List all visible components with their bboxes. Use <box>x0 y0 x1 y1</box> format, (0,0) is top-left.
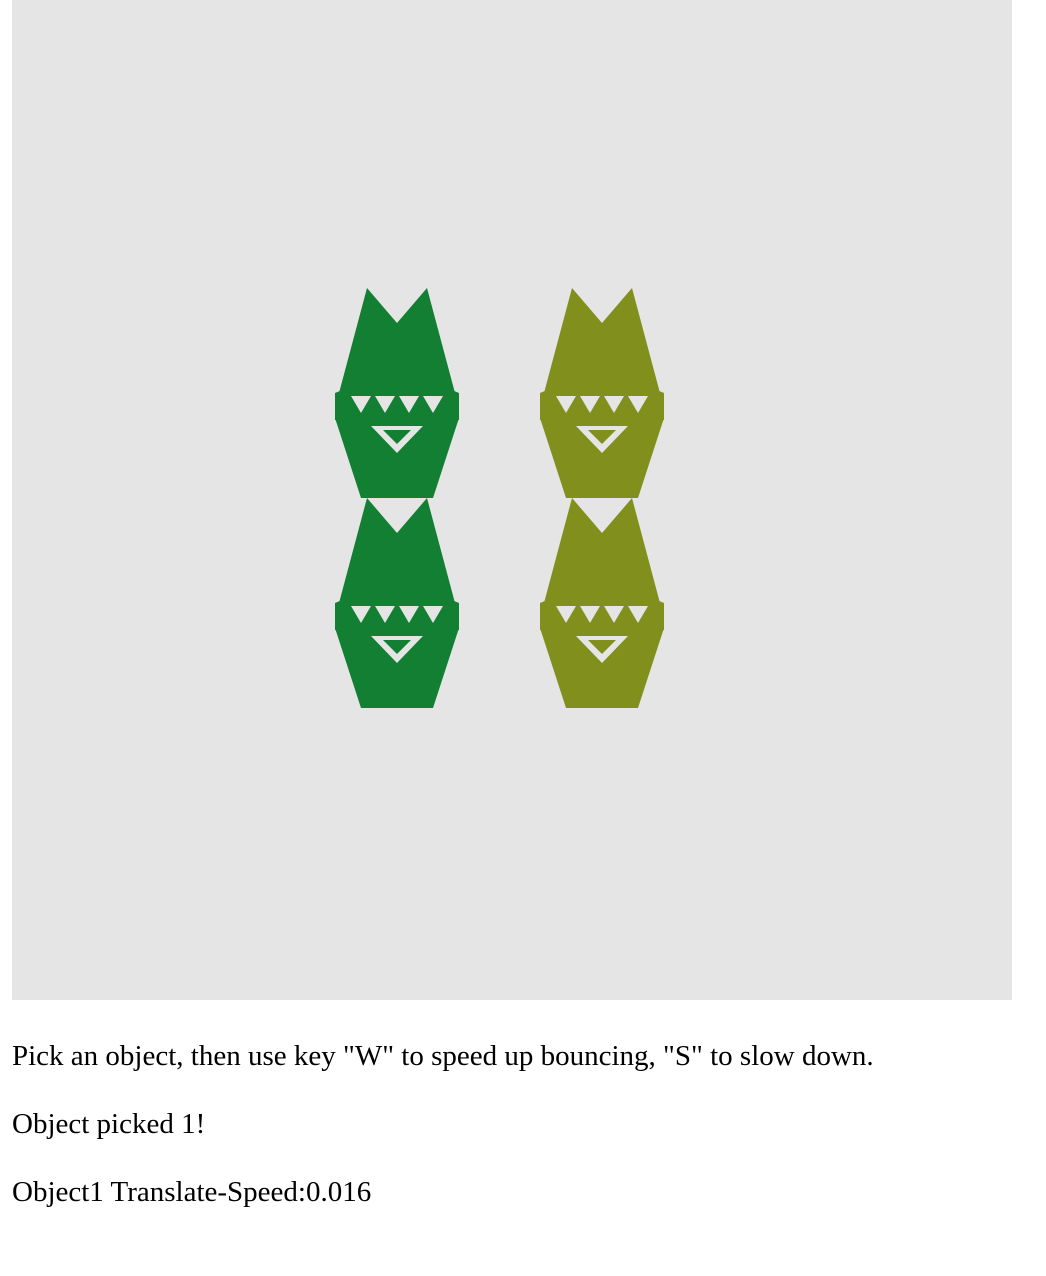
crown-body-1-top <box>540 288 664 498</box>
scene-svg[interactable] <box>12 0 1012 1000</box>
cutout-small-1-bottom-2 <box>604 606 624 623</box>
cutout-small-0-top-1 <box>375 396 395 413</box>
crown-spike-left-0-bottom <box>335 598 357 633</box>
crown-body-0-bottom <box>335 498 459 708</box>
crown-spike-left-1-top <box>540 388 562 423</box>
cutout-small-0-top-0 <box>351 396 371 413</box>
crown-spike-left-0-top <box>335 388 357 423</box>
crown-spike-right-1-bottom <box>642 598 664 633</box>
neck-cutout-0 <box>375 505 419 530</box>
cutout-small-1-top-2 <box>604 396 624 413</box>
cutout-inner-1-top <box>588 430 616 444</box>
cutout-small-1-top-3 <box>628 396 648 413</box>
object-1[interactable] <box>335 288 459 708</box>
crown-spike-left-1-bottom <box>540 598 562 633</box>
cutout-small-1-top-0 <box>556 396 576 413</box>
crown-body-0-top <box>335 288 459 498</box>
cutout-small-1-top-1 <box>580 396 600 413</box>
cutout-small-1-bottom-3 <box>628 606 648 623</box>
crown-spike-right-0-top <box>437 388 459 423</box>
instructions-text: Pick an object, then use key "W" to spee… <box>12 1040 874 1072</box>
object-2[interactable] <box>540 288 664 708</box>
crown-spike-right-1-top <box>642 388 664 423</box>
speed-status-text: Object1 Translate-Speed:0.016 <box>12 1176 372 1208</box>
cutout-small-0-top-2 <box>399 396 419 413</box>
neck-cutout-1 <box>580 505 624 530</box>
webgl-canvas[interactable] <box>12 0 1012 1000</box>
cutout-small-0-bottom-2 <box>399 606 419 623</box>
cutout-inner-0-bottom <box>383 640 411 654</box>
cutout-small-1-bottom-0 <box>556 606 576 623</box>
cutout-small-0-bottom-3 <box>423 606 443 623</box>
cutout-small-0-top-3 <box>423 396 443 413</box>
cutout-inner-1-bottom <box>588 640 616 654</box>
crown-spike-right-0-bottom <box>437 598 459 633</box>
picked-status-text: Object picked 1! <box>12 1108 206 1140</box>
cutout-inner-0-top <box>383 430 411 444</box>
cutout-small-0-bottom-0 <box>351 606 371 623</box>
cutout-small-1-bottom-1 <box>580 606 600 623</box>
cutout-small-0-bottom-1 <box>375 606 395 623</box>
crown-body-1-bottom <box>540 498 664 708</box>
